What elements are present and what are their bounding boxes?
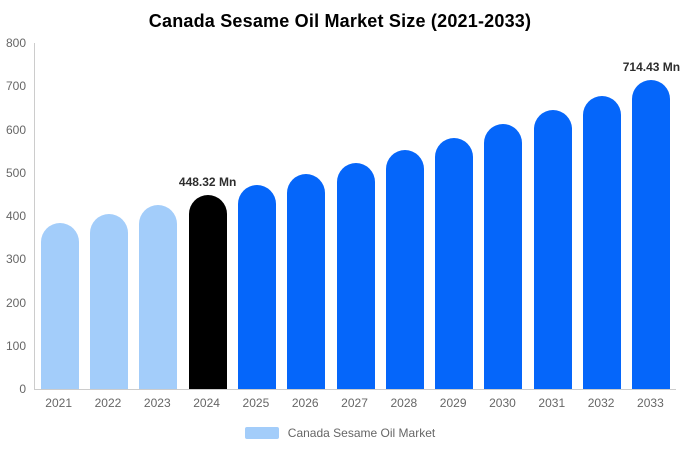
bar-2028[interactable] [385,150,424,389]
bar-2022[interactable] [89,214,128,389]
y-tick-label: 400 [5,209,26,223]
bar-slot [430,43,479,389]
bar-slot: 448.32 Mn [179,43,236,389]
x-tick-label-2024: 2024 [193,396,220,410]
legend-swatch [244,427,279,439]
bar-slot: 714.43 Mn [623,43,680,389]
bar-slot [331,43,380,389]
y-tick-label: 200 [5,295,26,310]
x-tick-label-2030: 2030 [489,396,516,410]
bar-slot [232,43,281,389]
x-axis-labels: 2021 2022 2023 2024 2025 2026 2027 2028 2029 2030… [34,396,675,410]
bar-slot [479,43,528,389]
chart-title: Canada Sesame Oil Market Size (2021-2033… [148,11,532,31]
bar-slot [134,43,183,389]
y-tick-label: 500 [5,165,26,180]
x-tick-label-2029: 2029 [439,396,467,410]
bar-slot [282,43,331,389]
bar-2021[interactable] [40,223,79,389]
bar-2029[interactable] [435,137,474,389]
x-tick-label-2031: 2031 [538,396,566,410]
x-tick-label-2028: 2028 [390,396,418,410]
bars-row: 448.32 Mn 714.43 Mn [35,43,680,389]
y-tick-label: 700 [5,79,26,94]
bar-2024[interactable] [188,195,227,389]
bar-slot [380,43,429,389]
bar-2025[interactable] [237,184,276,389]
bar-2030[interactable] [484,124,523,389]
legend-label: Canada Sesame Oil Market [287,426,436,440]
bar-slot [84,43,133,389]
y-tick-label: 600 [5,122,26,137]
y-tick-label: 800 [5,36,26,50]
bar-slot [528,43,577,389]
y-tick-label: 100 [5,338,26,353]
bar-2033[interactable] [632,80,671,389]
bar-2031[interactable] [533,110,572,389]
legend: Canada Sesame Oil Market [0,426,680,440]
bar-slot [35,43,84,389]
x-tick-label-2032: 2032 [587,396,615,410]
point-label-2033: 714.43 Mn [622,60,680,75]
bar-2026[interactable] [287,173,326,389]
x-tick-label-2022: 2022 [94,396,122,410]
x-tick-label-2021: 2021 [45,396,72,410]
bar-slot [577,43,626,389]
point-label-2024: 448.32 Mn [178,175,237,190]
bar-2027[interactable] [336,162,375,389]
y-tick-label: 0 [19,382,26,396]
y-axis-labels: 0 100 200 300 400 500 600 700 800 [0,37,29,395]
bar-2032[interactable] [583,95,622,389]
bar-2023[interactable] [139,204,178,389]
x-tick-label-2026: 2026 [291,396,319,410]
legend-item[interactable]: Canada Sesame Oil Market [244,426,436,440]
x-tick-label-2023: 2023 [143,396,171,410]
x-tick-label-2033: 2033 [637,396,664,410]
x-tick-label-2025: 2025 [242,396,270,410]
plot-area: 448.32 Mn 714.43 Mn [34,43,680,390]
y-tick-label: 300 [5,252,26,267]
x-tick-label-2027: 2027 [341,396,368,410]
